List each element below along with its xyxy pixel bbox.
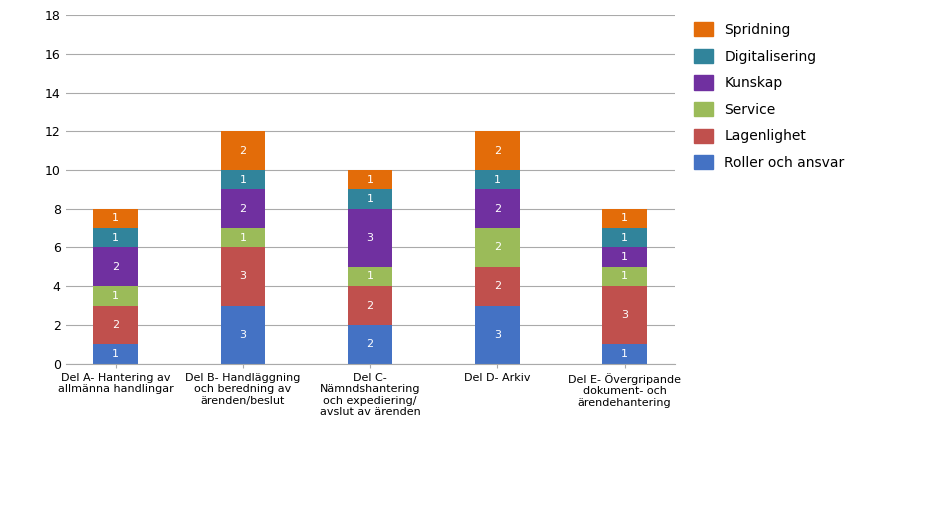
- Text: 3: 3: [493, 330, 501, 339]
- Bar: [94, 209, 138, 228]
- Text: 1: 1: [366, 194, 373, 204]
- Text: 2: 2: [112, 262, 119, 272]
- Bar: [602, 344, 646, 364]
- Text: 2: 2: [366, 300, 373, 311]
- Bar: [602, 247, 646, 267]
- Bar: [475, 189, 519, 228]
- Text: 2: 2: [366, 339, 373, 349]
- Bar: [602, 286, 646, 344]
- Text: 1: 1: [366, 272, 373, 281]
- Bar: [220, 306, 265, 364]
- Text: 2: 2: [493, 204, 501, 214]
- Text: 1: 1: [366, 175, 373, 185]
- Text: 1: 1: [621, 252, 627, 262]
- Text: 1: 1: [621, 233, 627, 243]
- Bar: [220, 170, 265, 189]
- Text: 3: 3: [239, 272, 246, 281]
- Text: 3: 3: [621, 310, 627, 320]
- Text: 2: 2: [493, 281, 501, 291]
- Text: 1: 1: [493, 175, 501, 185]
- Bar: [602, 209, 646, 228]
- Bar: [94, 247, 138, 286]
- Bar: [475, 267, 519, 306]
- Bar: [347, 286, 392, 325]
- Bar: [94, 286, 138, 306]
- Bar: [94, 344, 138, 364]
- Bar: [475, 170, 519, 189]
- Text: 3: 3: [366, 233, 373, 243]
- Text: 1: 1: [112, 291, 119, 301]
- Text: 2: 2: [239, 204, 246, 214]
- Text: 1: 1: [239, 175, 246, 185]
- Bar: [220, 247, 265, 306]
- Text: 1: 1: [621, 272, 627, 281]
- Text: 1: 1: [112, 233, 119, 243]
- Bar: [220, 228, 265, 247]
- Text: 2: 2: [112, 320, 119, 330]
- Bar: [347, 189, 392, 209]
- Text: 2: 2: [493, 145, 501, 156]
- Bar: [347, 170, 392, 189]
- Text: 2: 2: [493, 242, 501, 252]
- Text: 1: 1: [112, 349, 119, 359]
- Text: 2: 2: [239, 145, 246, 156]
- Bar: [475, 306, 519, 364]
- Bar: [220, 131, 265, 170]
- Text: 3: 3: [239, 330, 246, 339]
- Bar: [475, 228, 519, 267]
- Bar: [94, 306, 138, 344]
- Bar: [602, 228, 646, 247]
- Bar: [475, 131, 519, 170]
- Text: 1: 1: [112, 214, 119, 223]
- Text: 1: 1: [239, 233, 246, 243]
- Text: 1: 1: [621, 349, 627, 359]
- Bar: [347, 267, 392, 286]
- Bar: [94, 228, 138, 247]
- Bar: [220, 189, 265, 228]
- Bar: [347, 325, 392, 364]
- Text: 1: 1: [621, 214, 627, 223]
- Bar: [602, 267, 646, 286]
- Bar: [347, 209, 392, 267]
- Legend: Spridning, Digitalisering, Kunskap, Service, Lagenlighet, Roller och ansvar: Spridning, Digitalisering, Kunskap, Serv…: [693, 22, 843, 170]
